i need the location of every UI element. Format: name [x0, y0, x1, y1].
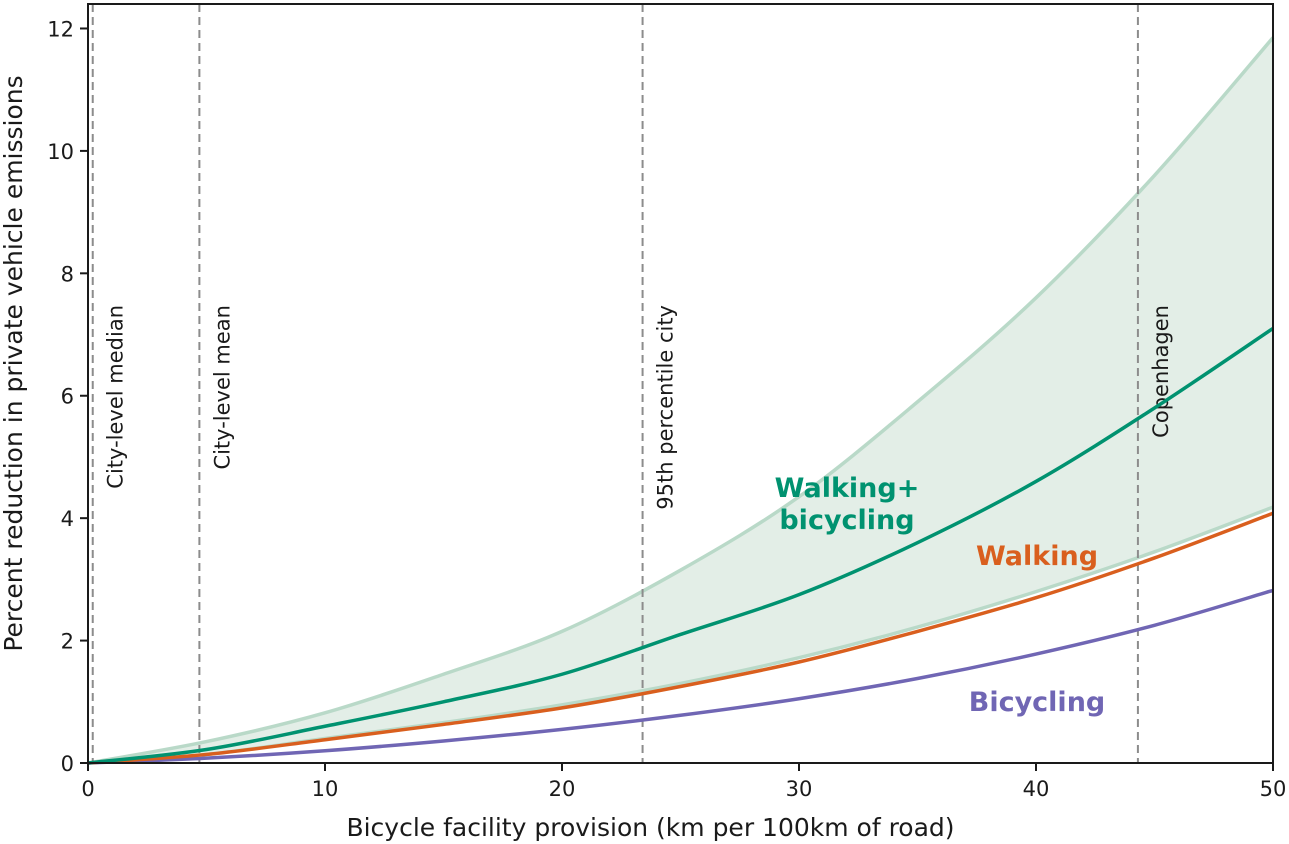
series-line-walking	[87, 511, 1274, 765]
ticks-layer: 0 10 20 30 40 50 0 2 4 6 8 10 12	[47, 17, 1286, 801]
y-tick-label: 4	[61, 507, 74, 531]
y-tick-label: 0	[61, 752, 74, 776]
reference-line-label: Copenhagen	[1149, 305, 1173, 438]
reference-line-label: City-level median	[104, 305, 128, 489]
x-tick-label: 20	[549, 777, 576, 801]
series-lines-layer	[87, 326, 1274, 765]
series-label: Walking	[976, 541, 1098, 572]
y-tick-label: 12	[47, 17, 74, 41]
x-tick-label: 10	[312, 777, 339, 801]
x-tick-label: 50	[1260, 777, 1287, 801]
reference-line-label: City-level mean	[210, 305, 234, 470]
x-tick-label: 40	[1023, 777, 1050, 801]
series-line-bicycling	[87, 588, 1274, 765]
reference-lines-layer: City-level median City-level mean 95th per…	[91, 4, 1173, 763]
series-label: Walking+	[775, 473, 920, 504]
x-axis-title: Bicycle facility provision (km per 100km…	[346, 813, 954, 842]
y-tick-label: 6	[61, 385, 74, 409]
axes-layer	[87, 3, 1274, 764]
range-band-fill	[88, 37, 1273, 763]
y-tick-label: 8	[61, 262, 74, 286]
y-axis-title: Percent reduction in private vehicle emi…	[0, 75, 28, 651]
series-label: bicycling	[779, 505, 914, 536]
reference-line-label: 95th percentile city	[654, 305, 678, 510]
y-tick-label: 2	[61, 630, 74, 654]
x-tick-label: 0	[81, 777, 94, 801]
plot-frame	[87, 3, 1274, 764]
y-tick-label: 10	[47, 140, 74, 164]
range-band-layer	[87, 36, 1275, 765]
series-label: Bicycling	[969, 687, 1106, 718]
range-band-upper-edge	[87, 36, 1275, 765]
x-tick-label: 30	[786, 777, 813, 801]
series-line-walking-bicycling	[87, 326, 1274, 765]
series-labels-layer: Walking+bicycling Walking Bicycling	[775, 473, 1106, 718]
